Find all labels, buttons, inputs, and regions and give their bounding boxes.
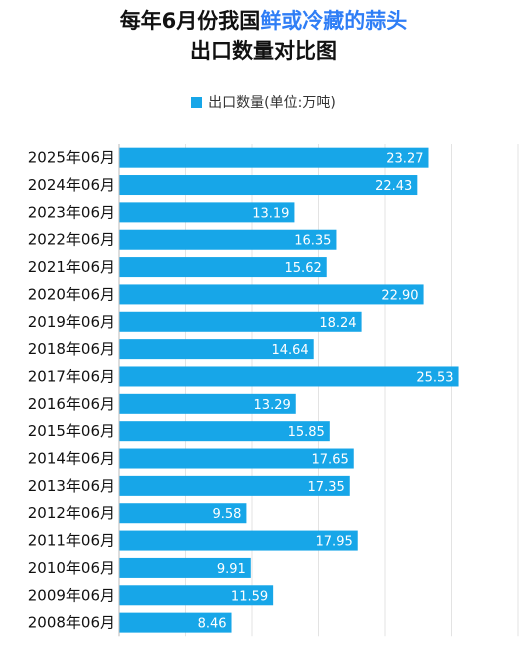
category-label: 2025年06月 <box>28 149 115 167</box>
category-label: 2016年06月 <box>28 395 115 413</box>
bar-value-label: 13.29 <box>254 398 291 413</box>
bar <box>119 229 337 250</box>
bar-value-label: 17.95 <box>316 535 353 550</box>
bar-value-label: 9.91 <box>217 562 246 577</box>
title-prefix: 每年6月份我国 <box>119 9 261 33</box>
bar <box>119 475 350 496</box>
legend-label: 出口数量(单位:万吨) <box>208 95 336 111</box>
bar-value-label: 23.27 <box>386 152 423 167</box>
bar-value-label: 17.35 <box>308 480 345 495</box>
category-label: 2019年06月 <box>28 313 115 331</box>
category-label: 2020年06月 <box>28 285 115 303</box>
bar <box>119 530 358 551</box>
bar-value-label: 22.43 <box>375 179 412 194</box>
bar-value-label: 16.35 <box>294 234 331 249</box>
bar <box>119 612 232 633</box>
category-label: 2009年06月 <box>28 586 115 604</box>
bar-value-label: 8.46 <box>198 617 227 632</box>
chart-title-line-2: 出口数量对比图 <box>190 39 337 63</box>
bar-value-label: 22.90 <box>381 288 418 303</box>
bar <box>119 175 418 196</box>
category-label: 2018年06月 <box>28 340 115 358</box>
bar-value-label: 17.65 <box>312 453 349 468</box>
category-label: 2014年06月 <box>28 450 115 468</box>
category-label: 2011年06月 <box>28 532 115 550</box>
bar <box>119 284 424 305</box>
category-label: 2023年06月 <box>28 203 115 221</box>
bar <box>119 557 251 578</box>
bar <box>119 147 429 168</box>
bar <box>119 393 296 414</box>
category-label: 2022年06月 <box>28 231 115 249</box>
bar-value-label: 18.24 <box>319 316 356 331</box>
category-label: 2015年06月 <box>28 422 115 440</box>
category-label: 2013年06月 <box>28 477 115 495</box>
category-label: 2012年06月 <box>28 504 115 522</box>
bar-value-label: 13.19 <box>252 206 289 221</box>
category-label: 2021年06月 <box>28 258 115 276</box>
category-label: 2008年06月 <box>28 614 115 632</box>
title-highlight: 鲜或冷藏的蒜头 <box>260 9 408 33</box>
bar-value-label: 15.62 <box>285 261 322 276</box>
bar <box>119 202 295 223</box>
bar <box>119 366 459 387</box>
bar <box>119 585 274 606</box>
bar <box>119 503 247 524</box>
bar <box>119 421 330 442</box>
legend: 出口数量(单位:万吨) <box>0 92 527 112</box>
bar-value-label: 25.53 <box>416 370 453 385</box>
category-label: 2017年06月 <box>28 367 115 385</box>
chart-title-line-1: 每年6月份我国鲜或冷藏的蒜头 <box>0 6 527 36</box>
category-label: 2024年06月 <box>28 176 115 194</box>
bar-value-label: 15.85 <box>288 425 325 440</box>
bar <box>119 311 362 332</box>
legend-swatch <box>191 97 203 108</box>
bar <box>119 448 354 469</box>
bar-value-label: 14.64 <box>271 343 308 358</box>
category-label: 2010年06月 <box>28 559 115 577</box>
bar <box>119 257 327 278</box>
bar-value-label: 11.59 <box>231 589 268 604</box>
bar <box>119 339 314 360</box>
bar-value-label: 9.58 <box>212 507 241 522</box>
